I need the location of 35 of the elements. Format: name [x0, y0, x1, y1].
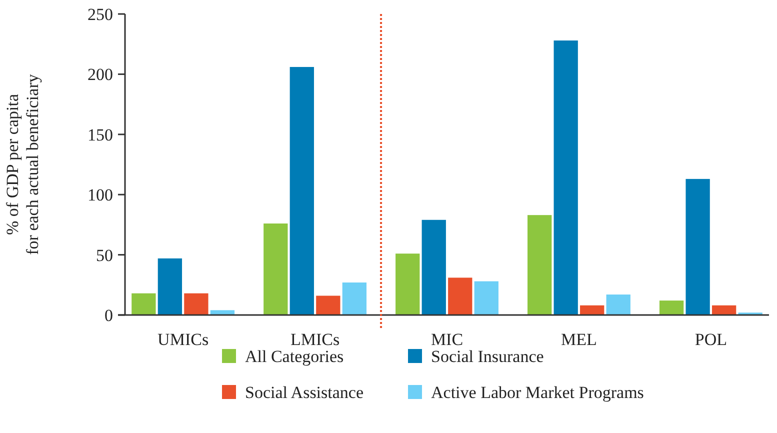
bar [132, 293, 156, 315]
x-tick-label: MEL [561, 330, 597, 349]
y-tick-label: 50 [96, 246, 113, 265]
bar [290, 66, 314, 315]
x-tick-label: POL [694, 330, 727, 349]
bar [184, 293, 208, 315]
y-tick-label: 150 [88, 125, 113, 144]
y-tick-label: 250 [88, 4, 113, 24]
bar [528, 215, 552, 315]
bar [580, 305, 604, 315]
bar [264, 223, 288, 315]
bar [686, 178, 710, 315]
legend-label: All Categories [245, 346, 344, 366]
bar [659, 300, 684, 315]
x-tick-label: MIC [430, 330, 464, 349]
bar [474, 281, 498, 315]
legend-label: Social Assistance [245, 382, 364, 402]
bar [158, 258, 182, 315]
bar [422, 220, 446, 315]
x-tick-label: UMICs [158, 330, 209, 349]
legend-label: Social Insurance [431, 346, 544, 366]
bar [316, 296, 340, 315]
x-tick-label: LMICs [290, 330, 340, 349]
bar [448, 278, 472, 315]
bar [342, 282, 366, 315]
y-tick-label: 0 [104, 306, 113, 325]
y-tick-label: 200 [88, 65, 113, 84]
bar [606, 294, 630, 315]
bar [554, 40, 578, 315]
y-axis-title: % of GDP per capita for each actual beneficiary [2, 74, 42, 255]
bar [712, 305, 736, 315]
legend-label: Active Labor Market Programs [431, 382, 644, 402]
bar [396, 254, 420, 315]
y-tick-label: 100 [88, 186, 113, 205]
bar [210, 310, 235, 315]
